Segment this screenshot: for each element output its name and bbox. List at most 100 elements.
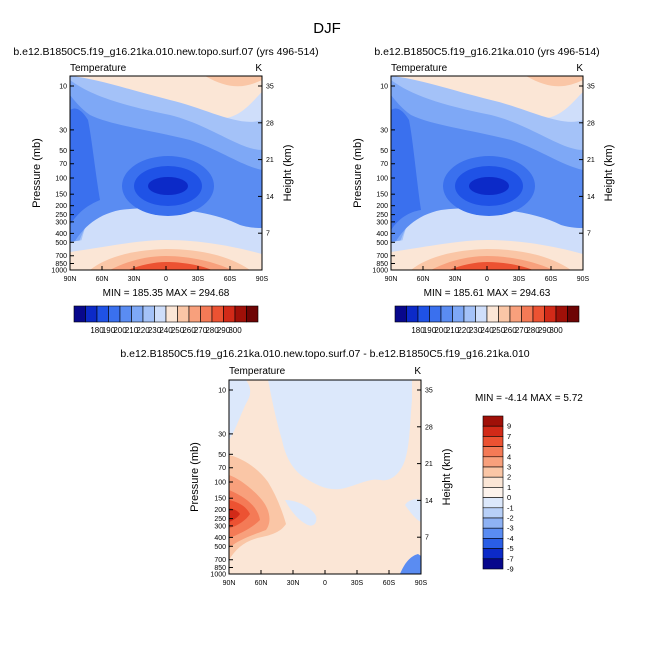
colorbar-diff-swatch xyxy=(482,456,504,468)
colorbar-label: 220 xyxy=(457,326,471,335)
colorbar-swatch xyxy=(188,305,201,323)
colorbar-label: 200 xyxy=(113,326,127,335)
colorbar-diff-label: -9 xyxy=(507,565,514,574)
panel-b-y-right-tick-label: 28 xyxy=(587,120,595,127)
colorbar-label: 270 xyxy=(515,326,529,335)
panel-a-y-tick-label: 850 xyxy=(55,261,67,268)
panel-c-ylabel: Pressure (mb) xyxy=(189,442,201,512)
panel-c-y-right-tick-label: 21 xyxy=(425,461,433,468)
colorbar-diff-swatch xyxy=(482,466,504,478)
panel-b-y-right-tick-label: 7 xyxy=(587,231,591,238)
panel-b-x-tick-label: 60N xyxy=(417,276,430,283)
panel-b-y-tick-label: 250 xyxy=(376,212,388,219)
panel-c-y-tick-label: 250 xyxy=(214,516,226,523)
colorbar-swatch xyxy=(498,305,511,323)
colorbar-swatch xyxy=(234,305,247,323)
colorbar-swatch xyxy=(417,305,430,323)
panel-a-y-right-tick-label: 21 xyxy=(266,157,274,164)
panel-b-tropopause-core xyxy=(469,177,509,195)
panel-b-strat-warm2 xyxy=(526,76,583,87)
colorbar-swatch xyxy=(211,305,224,323)
colorbar-label: 190 xyxy=(102,326,116,335)
panel-a-tropopause-core xyxy=(148,177,188,195)
colorbar-diff-label: 1 xyxy=(507,483,511,492)
panel-a-y-right-tick-label: 7 xyxy=(266,231,270,238)
panel-b-heatmap xyxy=(391,76,583,270)
panel-a-y-tick-label: 1000 xyxy=(51,268,67,275)
colorbar-swatch xyxy=(119,305,132,323)
panel-c: b.e12.B1850C5.f19_g16.21ka.010.new.topo.… xyxy=(120,348,583,575)
colorbar-swatch xyxy=(521,305,534,323)
panel-a-stats: MIN = 185.35 MAX = 294.68 xyxy=(103,288,230,299)
panel-a-strat-warm2 xyxy=(205,76,262,87)
panel-c-neg-spot xyxy=(285,500,317,526)
colorbar-diff-label: -7 xyxy=(507,554,514,563)
colorbar-diff-swatch xyxy=(482,548,504,560)
panel-a-y-tick-label: 250 xyxy=(55,212,67,219)
colorbar-label: 300 xyxy=(228,326,242,335)
panel-c-stats: MIN = -4.14 MAX = 5.72 xyxy=(475,393,583,404)
colorbar-label: 250 xyxy=(171,326,185,335)
colorbar-diff-swatch xyxy=(482,425,504,437)
panel-a-y-tick-label: 70 xyxy=(59,161,67,168)
colorbar-diff-swatch xyxy=(482,507,504,519)
panel-a-x-tick-label: 90S xyxy=(256,276,269,283)
colorbar-swatch xyxy=(532,305,545,323)
colorbar-swatch xyxy=(567,305,580,323)
panel-c-y-right-tick-label: 14 xyxy=(425,498,433,505)
panel-a-y-tick-label: 30 xyxy=(59,127,67,134)
figure-title: DJF xyxy=(313,20,341,37)
colorbar-diff-label: -5 xyxy=(507,544,514,553)
panel-c-y-tick-label: 70 xyxy=(218,465,226,472)
panel-c-x-tick-label: 90S xyxy=(415,580,428,587)
colorbar-swatch xyxy=(165,305,178,323)
colorbar-diff-swatch xyxy=(482,415,504,427)
panel-a-polar-core xyxy=(70,108,100,225)
panel-a-y-tick-label: 300 xyxy=(55,219,67,226)
colorbar-swatch xyxy=(509,305,522,323)
panel-c-units-label: K xyxy=(414,366,421,377)
colorbar-diff-swatch xyxy=(482,487,504,498)
panel-c-y-tick-label: 50 xyxy=(218,452,226,459)
colorbar-swatch xyxy=(555,305,568,323)
panel-a-y-right-tick-label: 28 xyxy=(266,120,274,127)
colorbar-label: 210 xyxy=(125,326,139,335)
panel-c-y-tick-label: 300 xyxy=(214,523,226,530)
panel-c-y-tick-label: 100 xyxy=(214,480,226,487)
panel-b-x-tick-label: 30S xyxy=(513,276,526,283)
colorbar-diff-swatch xyxy=(482,538,504,549)
panel-c-neg-center xyxy=(268,380,412,490)
colorbar-swatch xyxy=(452,305,465,323)
colorbar-diff-label: 7 xyxy=(507,432,511,441)
colorbar-label: 300 xyxy=(549,326,563,335)
colorbar-swatch xyxy=(223,305,236,323)
colorbar-label: 290 xyxy=(538,326,552,335)
colorbar-label: 240 xyxy=(480,326,494,335)
colorbar-label: 290 xyxy=(217,326,231,335)
panel-b-x-tick-label: 90S xyxy=(577,276,590,283)
panel-b-x-tick-label: 60S xyxy=(545,276,558,283)
colorbar-label: 240 xyxy=(159,326,173,335)
panel-b-surf-290 xyxy=(449,262,533,270)
panel-b-y-right-tick-label: 14 xyxy=(587,194,595,201)
colorbar-diff-label: 0 xyxy=(507,493,511,502)
colorbar-diff-label: 2 xyxy=(507,473,511,482)
panel-a-y-tick-label: 100 xyxy=(55,176,67,183)
panel-a-y-tick-label: 500 xyxy=(55,240,67,247)
panel-c-y-tick-label: 1000 xyxy=(210,572,226,579)
panel-c-y-tick-label: 500 xyxy=(214,544,226,551)
panel-c-axes: 90N 60N 30N 0 30S 60S 90S103050701001502002503… xyxy=(210,388,432,588)
colorbar-diff-label: 4 xyxy=(507,452,511,461)
colorbar-label: 250 xyxy=(492,326,506,335)
colorbar-diff-swatch xyxy=(482,446,504,458)
panel-c-y-tick-label: 150 xyxy=(214,496,226,503)
axis-ticks: 90N 60N 30N 0 30S 60S 90S103050701001502002503… xyxy=(51,84,594,588)
panel-c-x-tick-label: 0 xyxy=(323,580,327,587)
panel-a-units-label: K xyxy=(255,63,262,74)
colorbar-label: 180 xyxy=(411,326,425,335)
colorbar-diff-label: 5 xyxy=(507,442,511,451)
panel-a-ylabel-right: Height (km) xyxy=(282,145,294,202)
colorbar-swatch xyxy=(463,305,476,323)
panel-c-y-right-tick-label: 35 xyxy=(425,388,433,395)
